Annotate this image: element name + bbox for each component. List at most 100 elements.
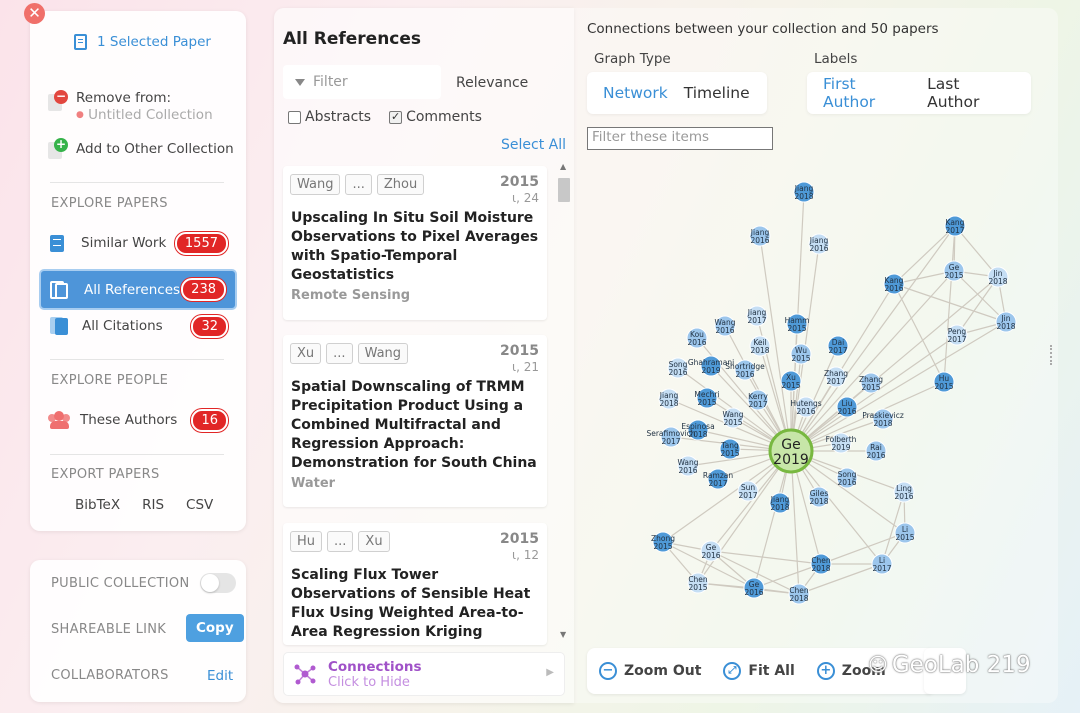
graph-node-circle[interactable] [722, 407, 744, 429]
graph-node-circle[interactable] [687, 572, 709, 594]
graph-node-circle[interactable] [700, 355, 722, 377]
graph-node-circle[interactable] [836, 396, 858, 418]
graph-node[interactable]: Jiang 2018 [658, 388, 680, 410]
graph-node[interactable]: Wu 2015 [790, 343, 812, 365]
graph-node-circle[interactable] [749, 225, 771, 247]
graph-node-circle[interactable] [893, 481, 915, 503]
sidebar-item-these-authors[interactable]: These Authors 16 [48, 408, 228, 432]
zoom-in-button[interactable]: + Zoom [816, 662, 886, 680]
sort-relevance-select[interactable]: Relevance [456, 75, 529, 91]
graph-node-circle[interactable] [788, 583, 810, 605]
graph-node-circle[interactable] [747, 389, 769, 411]
graph-node[interactable]: Wang 2016 [677, 455, 699, 477]
reference-title[interactable]: Scaling Flux Tower Observations of Sensi… [291, 567, 531, 640]
last-author-chip[interactable]: Zhou [376, 174, 425, 195]
graph-node[interactable]: Li 2017 [871, 553, 893, 575]
fit-all-button[interactable]: ⤢ Fit All [723, 662, 795, 680]
selected-paper-button[interactable]: 1 Selected Paper [74, 34, 211, 50]
reference-card[interactable]: Xu... Wang 2015 ι, 21 Spatial Downscaling … [283, 335, 547, 507]
graph-node-circle[interactable] [667, 357, 689, 379]
last-author-option[interactable]: Last Author [927, 75, 980, 111]
export-ris-button[interactable]: RIS [142, 497, 165, 513]
graph-extra-button[interactable] [924, 648, 966, 694]
graph-node[interactable]: Sun 2017 [737, 480, 759, 502]
graph-node-circle[interactable] [995, 311, 1017, 333]
graph-node[interactable]: Kou 2016 [686, 327, 708, 349]
ellipsis-chip[interactable]: ... [327, 531, 354, 552]
graph-node-circle[interactable] [700, 540, 722, 562]
scroll-up-arrow[interactable]: ▲ [560, 162, 567, 171]
graph-node[interactable]: Jiang 2018 [769, 492, 791, 514]
graph-node-circle[interactable] [696, 387, 718, 409]
graph-node-circle[interactable] [836, 467, 858, 489]
graph-node-circle[interactable] [860, 372, 882, 394]
graph-node[interactable]: Ramzan 2017 [703, 468, 733, 490]
connections-toggle[interactable]: Connections Click to Hide ▶ [283, 652, 565, 696]
graph-node-circle[interactable] [987, 266, 1009, 288]
first-author-chip[interactable]: Hu [290, 531, 323, 552]
graph-node-circle[interactable] [810, 553, 832, 575]
last-author-chip[interactable]: Wang [357, 343, 409, 364]
graph-node[interactable]: Shortridge 2016 [725, 359, 765, 381]
ellipsis-chip[interactable]: ... [345, 174, 372, 195]
graph-node[interactable]: Espinosa 2018 [681, 419, 715, 441]
graph-node[interactable]: Hu 2015 [933, 371, 955, 393]
sidebar-item-similar-work[interactable]: Similar Work 1557 [50, 231, 228, 255]
edit-collaborators-button[interactable]: Edit [207, 668, 234, 684]
network-graph[interactable]: Jiang 2018 Jiang 2016 Jiang 2016 Kang 2017 Ge 201… [574, 150, 1058, 645]
graph-node[interactable]: Zhong 2015 [651, 531, 675, 553]
graph-node-circle[interactable] [714, 315, 736, 337]
graph-node-circle[interactable] [871, 553, 893, 575]
scroll-thumb[interactable] [558, 178, 570, 202]
graph-node-circle[interactable] [660, 426, 682, 448]
select-all-button[interactable]: Select All [501, 137, 566, 153]
graph-node-circle[interactable] [872, 408, 894, 430]
graph-node[interactable]: Song 2016 [836, 467, 858, 489]
graph-node-circle[interactable] [933, 371, 955, 393]
remove-from-collection[interactable]: − Remove from: ● Untitled Collection [48, 90, 213, 123]
graph-node[interactable]: Zhang 2015 [859, 372, 883, 394]
graph-node-circle[interactable] [749, 335, 771, 357]
graph-node-circle[interactable] [795, 396, 817, 418]
graph-node[interactable]: Kerry 2017 [747, 389, 769, 411]
public-collection-toggle[interactable] [200, 573, 236, 593]
graph-node[interactable]: Ge 2016 [743, 577, 765, 599]
graph-node[interactable]: Dai 2017 [827, 335, 849, 357]
graph-node-circle[interactable] [746, 305, 768, 327]
comments-checkbox[interactable]: ✓ Comments [389, 109, 482, 125]
graph-center-node[interactable]: Ge 2019 [768, 428, 814, 474]
references-filter-input[interactable]: Filter [283, 65, 441, 99]
graph-node-circle[interactable] [946, 324, 968, 346]
resize-handle[interactable] [1050, 345, 1054, 365]
graph-filter-input[interactable]: Filter these items [587, 127, 773, 150]
graph-node-circle[interactable] [769, 492, 791, 514]
graph-node-circle[interactable] [780, 370, 802, 392]
first-author-chip[interactable]: Wang [290, 174, 341, 195]
graph-node[interactable]: Hamm 2015 [785, 313, 810, 335]
scroll-down-arrow[interactable]: ▼ [560, 630, 567, 639]
add-to-other-collection[interactable]: + Add to Other Collection [48, 138, 234, 160]
graph-node-circle[interactable] [734, 359, 756, 381]
reference-card[interactable]: Hu... Xu 2015 ι, 12 Scaling Flux Tower Obs… [283, 523, 547, 645]
graph-node[interactable]: Song 2016 [667, 357, 689, 379]
timeline-option[interactable]: Timeline [683, 84, 750, 102]
graph-node[interactable]: Ge 2015 [943, 260, 965, 282]
references-scrollbar[interactable]: ▲ ▼ [557, 162, 571, 642]
graph-node[interactable]: Ling 2016 [893, 481, 915, 503]
copy-link-button[interactable]: Copy [186, 614, 244, 642]
graph-node[interactable]: Xu 2015 [780, 370, 802, 392]
graph-node[interactable]: Li 2015 [894, 522, 916, 544]
graph-node-circle[interactable] [687, 419, 709, 441]
graph-node-circle[interactable] [786, 313, 808, 335]
graph-node[interactable]: Kang 2017 [944, 215, 966, 237]
graph-node-circle[interactable] [865, 440, 887, 462]
close-button[interactable]: ✕ [24, 3, 45, 24]
graph-node-circle[interactable] [790, 343, 812, 365]
graph-node-circle[interactable] [737, 480, 759, 502]
abstracts-checkbox[interactable]: Abstracts [288, 109, 371, 125]
sidebar-item-all-citations[interactable]: All Citations 32 [50, 314, 228, 338]
first-author-option[interactable]: First Author [823, 75, 876, 111]
graph-node[interactable]: Folberth 2019 [826, 432, 857, 454]
comments-check-box[interactable]: ✓ [389, 109, 403, 124]
graph-node[interactable]: Chen 2015 [687, 572, 709, 594]
